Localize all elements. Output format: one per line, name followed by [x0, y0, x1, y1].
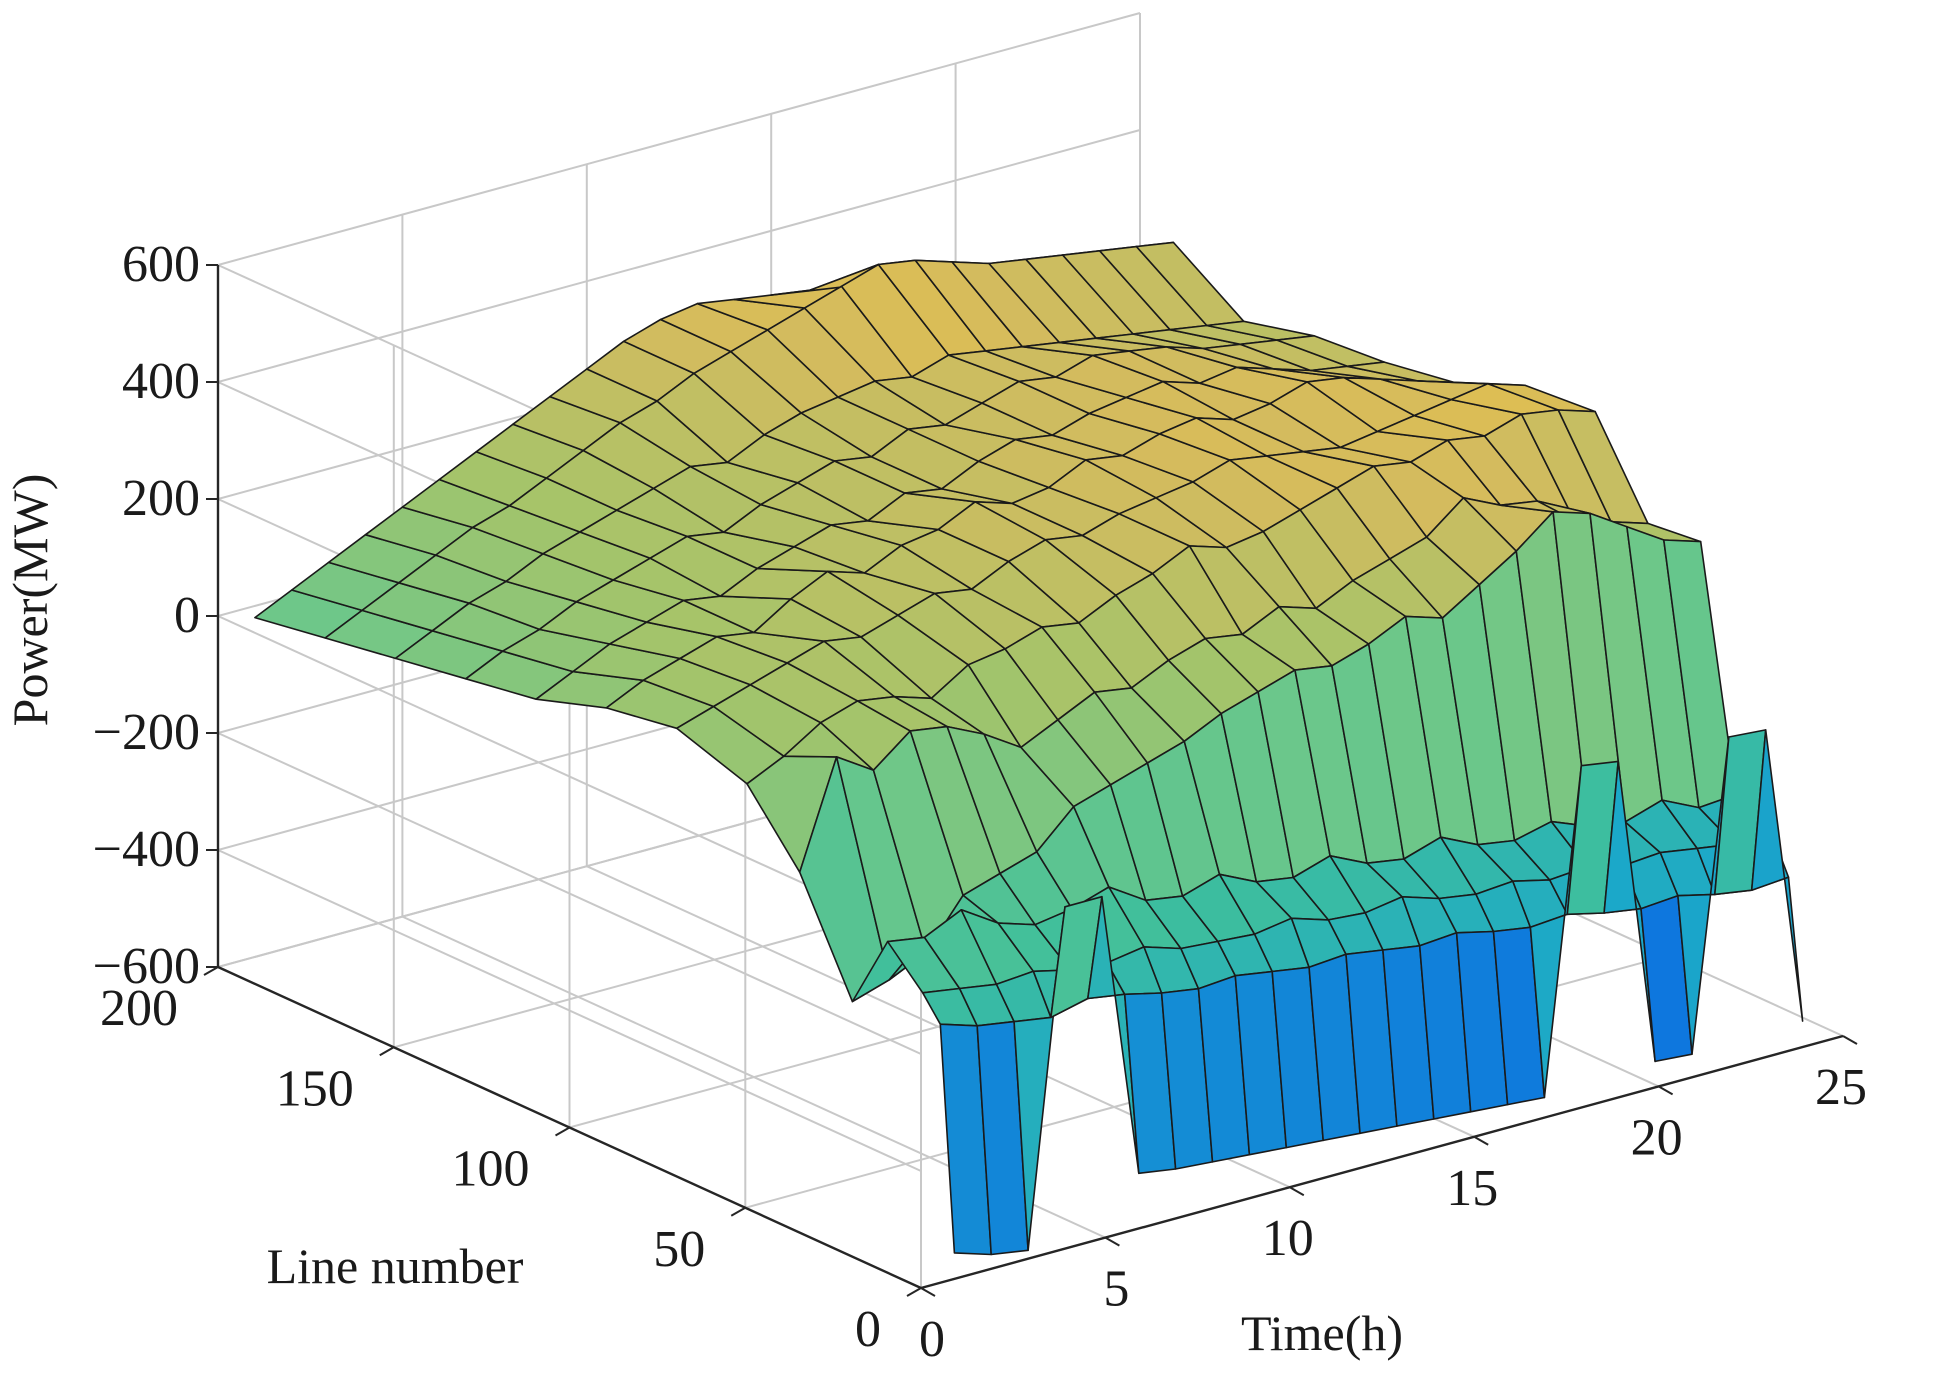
z-tick-label: 400	[122, 353, 200, 410]
z-tick-label: 200	[122, 470, 200, 527]
y-tick-label: 100	[452, 1141, 530, 1198]
y-tick	[730, 1206, 746, 1217]
z-tick-label: 0	[174, 587, 200, 644]
x-axis-line	[920, 1034, 1844, 1290]
z-tick-label: 600	[122, 236, 200, 293]
x-tick-label: 20	[1631, 1109, 1683, 1166]
x-tick	[1842, 1035, 1858, 1045]
y-tick	[203, 966, 219, 976]
y-tick	[379, 1046, 395, 1057]
y-tick-label: 150	[276, 1060, 354, 1117]
x-tick-label: 25	[1815, 1059, 1867, 1116]
y-tick-label: 200	[100, 980, 178, 1037]
x-tick-label: 15	[1446, 1160, 1498, 1217]
y-tick	[555, 1126, 570, 1137]
tick-labels: −600 −400 −200 0 200 400 600 0 50 100 150 200 0 5 10 15…	[93, 236, 1867, 1368]
x-axis-label: Time(h)	[1241, 1305, 1403, 1361]
x-tick	[920, 1287, 936, 1297]
z-tick-label: −600	[93, 938, 200, 995]
y-tick-label: 0	[855, 1301, 881, 1358]
z-axis-label: Power(MW)	[2, 474, 58, 727]
z-tick-label: −400	[93, 821, 200, 878]
y-tick	[906, 1287, 922, 1297]
y-tick-label: 50	[653, 1221, 705, 1278]
x-tick-label: 10	[1262, 1210, 1314, 1267]
x-tick-label: 0	[919, 1311, 945, 1368]
y-axis-label: Line number	[267, 1238, 524, 1294]
x-tick	[1658, 1085, 1674, 1096]
x-tick-label: 5	[1103, 1261, 1129, 1318]
x-tick	[1104, 1236, 1120, 1247]
z-tick-label: −200	[93, 704, 200, 761]
surface-patch	[1750, 729, 1804, 1022]
x-tick	[1289, 1186, 1305, 1197]
x-tick	[1473, 1135, 1489, 1146]
surface-mesh	[254, 241, 1804, 1256]
